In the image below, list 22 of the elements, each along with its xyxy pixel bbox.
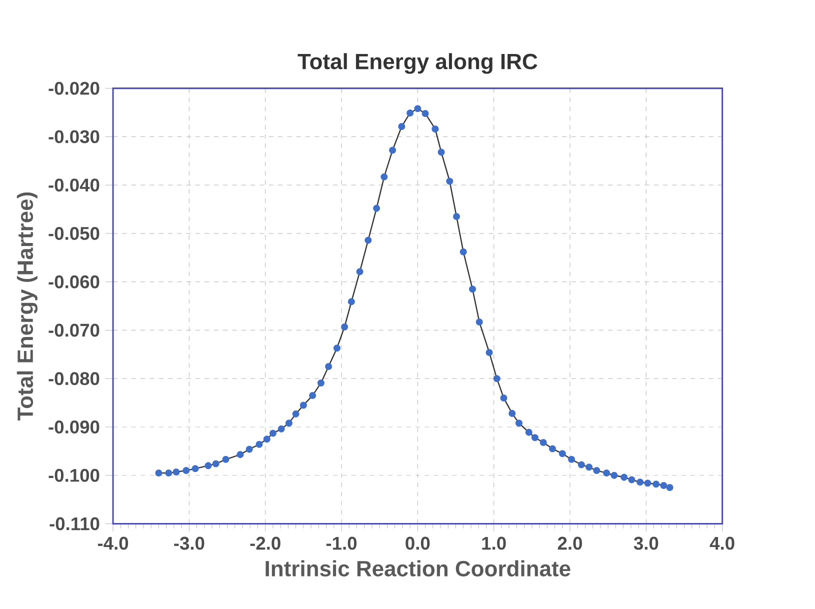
- x-tick-label: 4.0: [710, 537, 734, 550]
- y-tick-label: -0.110: [50, 518, 100, 530]
- x-axis-title: Intrinsic Reaction Coordinate: [266, 560, 570, 577]
- x-tick-label: -4.0: [98, 537, 128, 550]
- y-tick-label: -0.100: [48, 469, 100, 482]
- y-tick-label: -0.030: [48, 130, 100, 144]
- x-tick-label: 1.0: [482, 537, 506, 550]
- y-axis-title: Total Energy (Hartree): [16, 192, 38, 421]
- x-tick-label: -1.0: [326, 537, 357, 550]
- x-tick-label: -3.0: [174, 537, 204, 550]
- x-tick-label: -2.0: [250, 537, 280, 550]
- y-tick-label: -0.060: [48, 276, 100, 289]
- x-tick-label: 0.0: [406, 537, 430, 550]
- chart-title: Total Energy along IRC: [298, 53, 538, 74]
- y-tick-label: -0.020: [48, 82, 100, 96]
- y-tick-label: -0.070: [48, 324, 100, 337]
- y-tick-label: -0.040: [48, 178, 100, 192]
- y-tick-label: -0.050: [48, 227, 100, 240]
- x-tick-label: 2.0: [558, 537, 582, 550]
- y-tick-label: -0.090: [48, 420, 100, 434]
- y-tick-label: -0.080: [48, 372, 100, 386]
- x-tick-label: 3.0: [634, 537, 658, 550]
